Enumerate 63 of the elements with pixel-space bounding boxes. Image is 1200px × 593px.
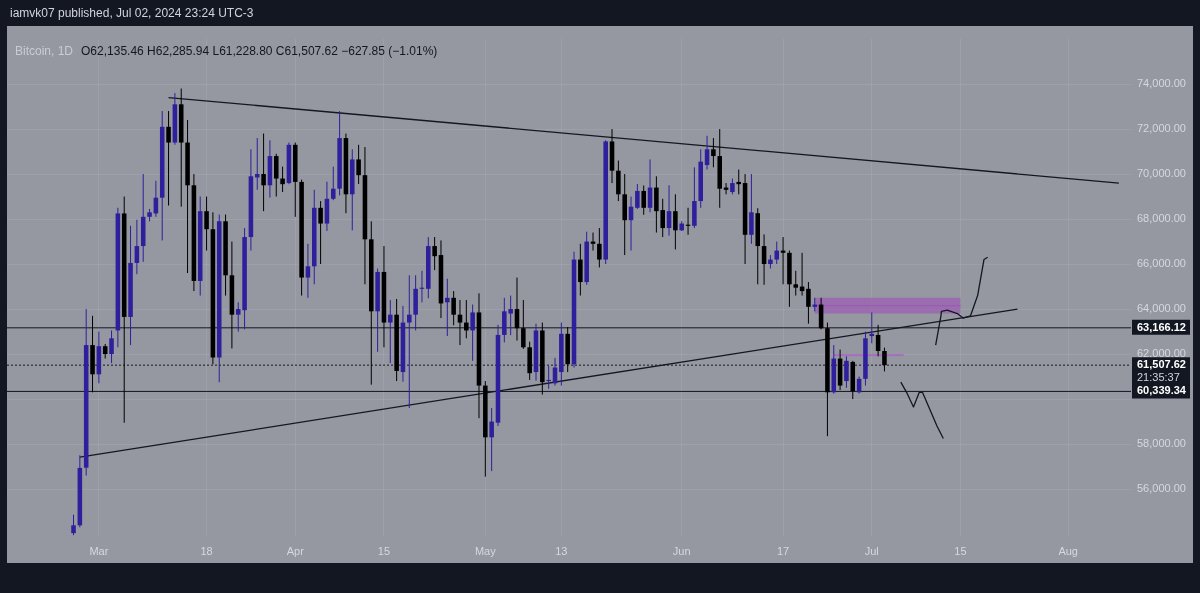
candlestick (711, 137, 716, 168)
ref-line-label: 61,507.62 (1137, 358, 1186, 371)
x-tick-label: Jul (864, 544, 879, 557)
candlestick (261, 133, 266, 212)
candlestick (521, 299, 526, 350)
y-tick-label: 62,000.00 (1137, 347, 1186, 360)
candlestick (254, 137, 260, 191)
x-tick-label: 17 (776, 544, 790, 557)
candlestick (71, 514, 76, 536)
candlestick (204, 196, 209, 252)
candlestick (407, 274, 412, 409)
x-tick-label: 15 (377, 544, 391, 557)
y-tick-label: 64,000.00 (1137, 302, 1186, 315)
ref-line-label: 60,339.34 (1137, 384, 1187, 397)
x-tick-label: Mar (89, 544, 109, 557)
candlestick (844, 355, 849, 389)
x-tick-label: Apr (286, 544, 305, 557)
x-tick-label: 18 (200, 544, 213, 557)
ref-line-label: 63,166.12 (1137, 320, 1186, 333)
candlestick (273, 153, 279, 198)
y-tick-label: 70,000.00 (1137, 167, 1186, 180)
candlestick (793, 270, 799, 297)
candlestick (546, 365, 551, 390)
candlestick (445, 278, 450, 337)
candlestick (330, 166, 336, 201)
x-tick-label: Jun (672, 544, 691, 557)
x-tick-label: May (474, 544, 497, 557)
y-tick-label: 74,000.00 (1137, 77, 1186, 90)
y-tick-label: 66,000.00 (1137, 257, 1186, 270)
candlestick (635, 183, 640, 210)
text: 21:35:37 (1137, 371, 1180, 384)
candlestick (673, 193, 678, 250)
text: iamvk07 published, Jul 02, 2024 23:24 UTC-3 (10, 6, 254, 20)
x-tick-label: Aug (1058, 544, 1078, 557)
candlestick (356, 144, 361, 185)
candlestick (736, 169, 742, 195)
candlestick (166, 110, 171, 207)
candlestick (489, 407, 494, 472)
candlestick (305, 243, 311, 299)
candlestick (451, 290, 456, 326)
candlestick (597, 227, 602, 268)
candlestick (464, 299, 469, 339)
candlestick (578, 243, 583, 297)
candlestick (616, 160, 621, 202)
candlestick (641, 185, 646, 216)
y-tick-label: 58,000.00 (1137, 437, 1186, 450)
candlestick (774, 241, 780, 265)
candlestick (470, 304, 475, 362)
candlestick (869, 311, 875, 344)
chart-subtitle: O62,135.46 H62,285.94 L61,228.80 C61,507.62 −627.85 (−1.01%) (81, 43, 438, 58)
candlestick (318, 200, 323, 265)
x-tick-label: 13 (555, 544, 568, 557)
candlestick (109, 329, 114, 364)
y-tick-label: 72,000.00 (1137, 122, 1186, 135)
candlestick (749, 173, 754, 245)
candlestick (280, 166, 285, 193)
candlestick (806, 281, 811, 325)
candlestick (388, 299, 393, 364)
candlestick (432, 236, 437, 271)
y-tick-label: 56,000.00 (1137, 482, 1186, 495)
candlestick (882, 347, 887, 372)
x-tick-label: 15 (954, 544, 967, 557)
y-tick-label: 68,000.00 (1137, 212, 1186, 225)
